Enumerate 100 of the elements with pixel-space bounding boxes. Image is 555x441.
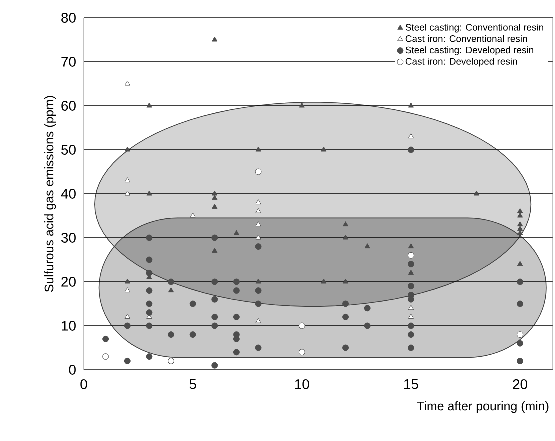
point bbox=[212, 190, 218, 196]
point bbox=[233, 349, 240, 356]
point bbox=[299, 102, 305, 108]
point bbox=[408, 102, 414, 108]
point bbox=[408, 283, 414, 290]
point bbox=[233, 278, 240, 286]
point bbox=[517, 208, 524, 214]
point bbox=[124, 190, 130, 196]
x-axis-title: Time after pouring (min) bbox=[417, 402, 549, 414]
point bbox=[256, 208, 262, 214]
point bbox=[212, 296, 218, 303]
y-tick-label: 60 bbox=[62, 101, 76, 111]
y-tick-label: 80 bbox=[62, 13, 76, 23]
point bbox=[474, 190, 480, 196]
y-axis-title: Sulfurous acid gas emissions (ppm) bbox=[44, 96, 56, 292]
point bbox=[517, 332, 524, 338]
point bbox=[517, 340, 524, 347]
point bbox=[212, 278, 218, 286]
point bbox=[190, 300, 196, 308]
point bbox=[256, 200, 262, 205]
point bbox=[298, 322, 306, 330]
point bbox=[408, 270, 414, 275]
point bbox=[342, 314, 350, 320]
point bbox=[212, 36, 218, 42]
point bbox=[124, 178, 130, 183]
point bbox=[408, 314, 414, 319]
point bbox=[146, 354, 153, 360]
point bbox=[408, 332, 414, 338]
point bbox=[408, 134, 414, 139]
point bbox=[255, 168, 262, 176]
point bbox=[256, 234, 262, 240]
point bbox=[124, 146, 130, 152]
point bbox=[234, 230, 240, 236]
point bbox=[256, 146, 262, 152]
point bbox=[124, 80, 130, 86]
point bbox=[146, 310, 153, 316]
legend-label: Cast iron: Developed resin bbox=[406, 58, 518, 67]
point bbox=[517, 212, 524, 218]
point bbox=[233, 288, 240, 294]
point bbox=[364, 305, 371, 312]
point bbox=[212, 314, 218, 320]
point bbox=[146, 288, 153, 294]
y-tick-label: 0 bbox=[69, 365, 76, 375]
point bbox=[517, 222, 524, 227]
point bbox=[255, 300, 262, 308]
point bbox=[408, 322, 414, 330]
point bbox=[408, 261, 414, 268]
point bbox=[342, 234, 349, 240]
point bbox=[146, 190, 152, 196]
point bbox=[408, 344, 414, 352]
y-tick-label: 20 bbox=[62, 277, 76, 287]
point bbox=[212, 248, 218, 253]
point bbox=[517, 278, 524, 286]
point bbox=[146, 322, 153, 330]
point bbox=[124, 288, 130, 293]
x-tick-label: 15 bbox=[404, 380, 418, 390]
point bbox=[168, 288, 174, 293]
point bbox=[146, 270, 153, 276]
point bbox=[408, 146, 414, 154]
point bbox=[146, 102, 152, 108]
point bbox=[212, 204, 218, 209]
point bbox=[256, 278, 262, 284]
point bbox=[212, 234, 218, 242]
legend-label: Steel casting: Developed resin bbox=[406, 46, 534, 56]
legend-label: Cast iron: Conventional resin bbox=[406, 35, 528, 42]
y-tick-label: 30 bbox=[62, 233, 76, 243]
point bbox=[146, 256, 153, 264]
point bbox=[342, 344, 350, 352]
point bbox=[102, 336, 110, 342]
x-tick-label: 0 bbox=[80, 380, 88, 390]
y-tick-label: 10 bbox=[62, 321, 76, 331]
point bbox=[342, 278, 349, 284]
point bbox=[255, 288, 262, 294]
point bbox=[212, 195, 218, 200]
x-tick-label: 10 bbox=[295, 380, 310, 390]
point bbox=[233, 314, 240, 320]
point bbox=[321, 278, 327, 284]
point bbox=[256, 318, 262, 324]
y-tick-label: 70 bbox=[62, 57, 76, 67]
point bbox=[342, 300, 350, 308]
point bbox=[255, 344, 262, 352]
point bbox=[256, 222, 262, 227]
point bbox=[168, 332, 174, 338]
point bbox=[517, 300, 524, 308]
point bbox=[124, 358, 131, 364]
point bbox=[517, 230, 524, 236]
x-tick-label: 5 bbox=[190, 380, 196, 390]
point bbox=[212, 322, 218, 330]
point bbox=[517, 358, 524, 364]
point bbox=[146, 300, 153, 308]
point bbox=[190, 332, 196, 338]
point bbox=[255, 244, 262, 250]
y-tick-label: 40 bbox=[61, 189, 76, 199]
point bbox=[298, 349, 306, 356]
point bbox=[190, 212, 196, 218]
point bbox=[517, 261, 524, 266]
point bbox=[408, 244, 414, 249]
legend-label: Steel casting: Conventional resin bbox=[406, 24, 544, 33]
x-tick-label: 20 bbox=[513, 380, 528, 390]
point bbox=[124, 322, 131, 330]
